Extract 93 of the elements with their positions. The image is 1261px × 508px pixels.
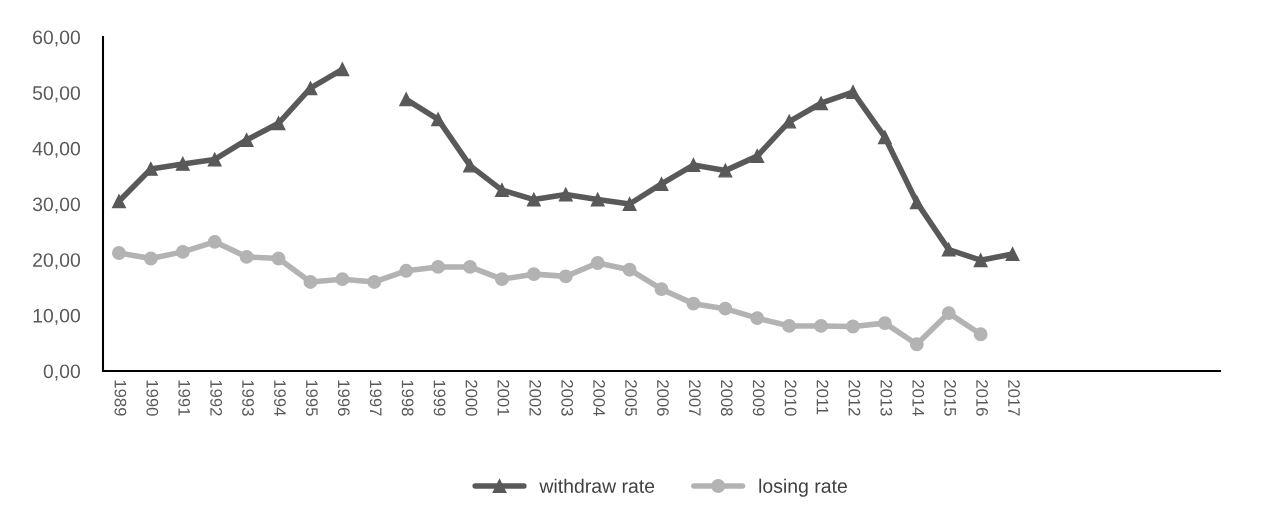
point (303, 274, 318, 289)
y-tick-label: 10,00 (33, 308, 81, 325)
x-tick-label: 1995 (305, 380, 318, 416)
point (367, 274, 382, 289)
y-tick-label: 0,00 (43, 364, 81, 381)
point (494, 272, 509, 287)
point (271, 116, 286, 131)
y-tick-label: 50,00 (32, 86, 81, 103)
y-tick-label: 20,00 (33, 253, 81, 270)
point (303, 81, 318, 96)
point (463, 259, 477, 274)
point (431, 112, 446, 127)
point (399, 263, 414, 278)
point (909, 195, 924, 210)
x-tick-label: 1994 (274, 380, 286, 416)
point (750, 149, 765, 164)
point (463, 158, 477, 173)
point (143, 251, 158, 266)
x-tick-label: 2014 (912, 380, 925, 416)
x-tick-label: 1998 (401, 380, 414, 416)
x-tick-label: 2008 (720, 380, 733, 416)
point (335, 62, 350, 77)
point (877, 316, 892, 331)
x-tick-label: 2006 (657, 380, 669, 416)
x-tick-label: 1996 (337, 380, 350, 416)
point (718, 163, 733, 178)
point (909, 337, 924, 352)
point (973, 253, 988, 268)
point (335, 272, 350, 287)
x-tick-label: 1997 (369, 380, 382, 416)
x-tick-label: 2013 (880, 380, 893, 416)
point (175, 156, 190, 171)
point (973, 327, 988, 342)
point (112, 194, 126, 209)
x-tick-label: 1993 (242, 380, 254, 416)
point (654, 282, 669, 297)
point (239, 133, 254, 147)
point (494, 183, 509, 198)
point (814, 318, 829, 333)
point (558, 187, 573, 202)
x-tick-label: 2000 (465, 380, 478, 416)
point (526, 192, 541, 207)
x-tick-label: 1992 (210, 380, 223, 416)
x-tick-label: 1989 (114, 380, 127, 416)
x-tick-label: 2010 (784, 380, 797, 416)
x-tick-label: 2007 (688, 380, 701, 416)
point (590, 192, 605, 207)
x-tick-label: 2012 (848, 380, 861, 416)
point (526, 267, 541, 282)
point (686, 296, 701, 311)
point (654, 177, 669, 191)
legend-label: withdraw rate (539, 478, 655, 493)
y-tick-label: 60,00 (33, 30, 81, 47)
point (175, 244, 190, 259)
point (431, 259, 446, 274)
legend-label: losing rate (759, 478, 847, 497)
point (590, 256, 605, 270)
point (239, 249, 254, 264)
x-tick-label: 1999 (433, 380, 446, 416)
x-tick-label: 2005 (625, 380, 637, 416)
point (399, 92, 414, 107)
point (207, 234, 222, 249)
x-tick-label: 2011 (816, 380, 829, 415)
y-tick-label: 40,00 (32, 141, 81, 158)
point (941, 242, 956, 257)
point (941, 306, 956, 321)
x-tick-label: 2004 (593, 380, 605, 416)
x-tick-label: 2017 (1008, 380, 1020, 416)
point (686, 158, 701, 172)
point (846, 85, 860, 100)
point (750, 311, 765, 326)
y-tick-label: 30,00 (32, 197, 81, 214)
point (814, 96, 829, 111)
point (558, 269, 573, 284)
x-tick-label: 2002 (529, 380, 542, 416)
x-tick-label: 1991 (178, 380, 191, 416)
x-tick-label: 2009 (752, 380, 765, 416)
point (271, 251, 286, 266)
point (622, 262, 637, 277)
x-tick-label: 1990 (146, 380, 159, 416)
x-tick-label: 2015 (944, 380, 957, 416)
x-tick-label: 2016 (976, 380, 988, 416)
point (622, 197, 637, 211)
point (207, 152, 222, 167)
point (782, 114, 797, 129)
point (782, 318, 797, 333)
x-tick-label: 2001 (497, 380, 510, 416)
x-tick-label: 2003 (561, 380, 574, 416)
point (112, 246, 126, 260)
point (1005, 247, 1020, 262)
point (877, 130, 892, 145)
point (718, 301, 733, 316)
point (846, 319, 860, 334)
